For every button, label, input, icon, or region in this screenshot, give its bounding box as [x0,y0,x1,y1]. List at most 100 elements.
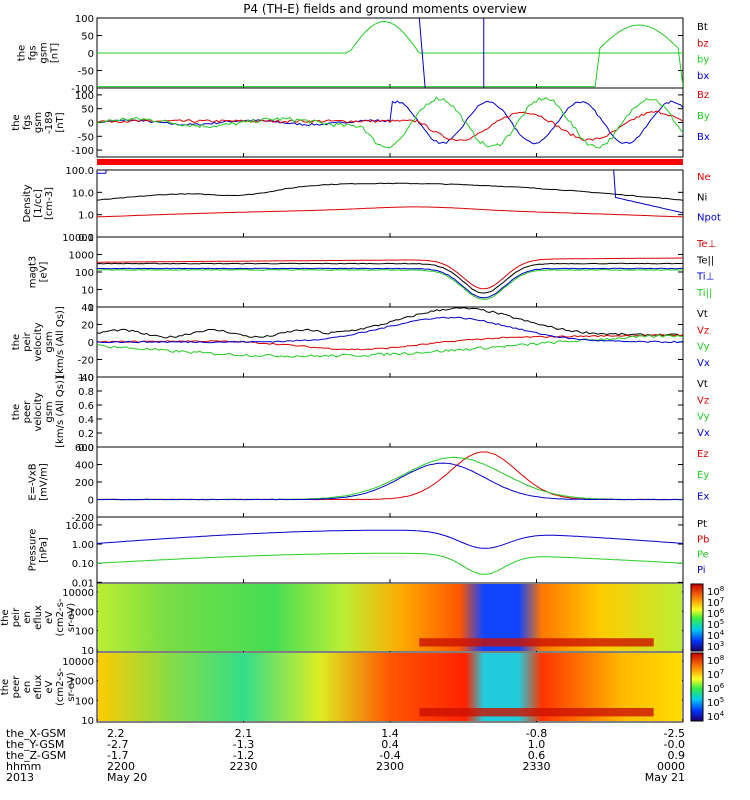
x-tick-label: May 20 [107,771,147,784]
legend-ey: Ey [697,470,709,481]
legend-bz: Bz [697,90,709,101]
x-tick-label: 2.1 [235,727,253,740]
panel-pressure-frame [96,516,684,584]
y-tick-label: -100 [71,146,94,157]
y-axis-label: sr-eV) [66,672,77,701]
y-axis-label: the [0,679,11,695]
trace-ne [97,206,683,218]
y-tick-label: 100 [75,696,94,707]
panel-peir-spec-ylabel: the peir en eflux eV (cm2-s-sr-eV) [0,598,77,636]
y-tick-label: 1000 [69,607,94,618]
legend-bz: bz [697,38,709,49]
y-tick-label: 1.0 [78,373,94,384]
legend-pt: Pt [697,519,707,530]
y-axis-label: the [11,334,22,350]
x-tick-label: 1.4 [381,727,399,740]
y-axis-label: the [11,114,22,130]
y-tick-label: 100.0 [65,166,94,177]
y-axis-label: the [0,609,11,625]
legend-vt: Vt [697,309,708,320]
y-tick-label: 0.8 [78,387,94,398]
x-tick-label: May 21 [645,771,685,784]
legend-ex: Ex [697,491,709,502]
legend-ti⊥: Ti⊥ [696,272,714,283]
colorbar-label: 105 [707,696,724,709]
quality-flag-bar [97,159,683,165]
y-tick-label: 10 [81,646,94,657]
x-tick-label: 0.4 [381,738,399,751]
panel-peir-spec-colorbar [690,583,704,652]
colorbar-label: 104 [707,710,725,723]
panel-temperature-frame [96,236,684,308]
y-tick-label: 50 [81,105,94,116]
trace-pe [97,552,683,575]
y-tick-label: 50 [81,32,94,43]
y-tick-label: -50 [78,132,94,143]
trace-tipar [97,269,683,300]
panel-fgs-dsl-ylabel: the fgs gsm -189 [nT] [11,111,66,134]
x-row-label: the_Y-GSM [6,738,64,751]
x-tick-label: -1.2 [233,749,254,762]
panel-peer-velocity-ylabel: the peer velocity gsm [km/s (All Qs)] [11,376,66,448]
x-axis-labels: the_X-GSMthe_Y-GSMthe_Z-GSMhhmm20132.2-2… [6,727,685,784]
y-tick-label: -200 [71,513,94,524]
y-tick-label: 1 [88,303,94,314]
trace-tepar [97,262,683,294]
y-axis-label: fgs [22,115,33,130]
x-tick-label: -0.8 [526,727,547,740]
y-axis-label: [km/s (All Qs)] [55,376,66,448]
panel-peer-spec-ylabel: the peer en eflux eV (cm2-s-sr-eV) [0,668,77,706]
legend-ne: Ne [697,172,711,183]
y-axis-label: (cm2-s- [55,668,66,706]
x-row-label: hhmm [6,760,41,773]
y-tick-label: 0 [88,119,94,130]
trace-vz [97,334,683,351]
y-axis-label: sr-eV) [66,603,77,632]
trace-npot [97,170,683,214]
trace-vy [97,334,683,358]
y-tick-label: 100 [75,14,94,25]
x-tick-label: 2330 [523,760,551,773]
y-axis-label: Pressure [28,529,39,572]
y-tick-label: 10000 [62,588,94,599]
legend-pe: Pe [697,550,709,561]
legend-bx: Bx [697,132,710,143]
x-tick-label: 2230 [230,760,258,773]
y-axis-label: peir [11,607,22,627]
y-axis-label: eflux [33,605,44,630]
y-tick-label: 10.00 [65,521,94,532]
y-tick-label: 0 [88,49,94,60]
x-tick-label: -0.0 [664,738,685,751]
trace-pi [97,529,683,549]
trace-bx [97,100,683,145]
y-tick-label: 0.4 [78,415,94,426]
legend-by: By [697,111,710,122]
x-tick-label: 2200 [107,760,135,773]
y-axis-label: peer [22,400,33,424]
colorbar-label: 103 [707,640,724,653]
x-tick-label: -2.5 [664,727,685,740]
trace-by [97,96,683,149]
y-tick-label: 10 [81,716,94,727]
y-tick-label: 200 [75,478,94,489]
y-tick-label: 0.6 [78,401,94,412]
y-tick-label: 600 [75,443,94,454]
legend-npot: Npot [697,213,721,224]
y-tick-label: 1.0 [78,211,94,222]
colorbar-label: 106 [707,682,725,695]
spectrogram-band [419,638,654,647]
legend-te||: Te|| [696,255,714,266]
y-axis-label: the [17,45,28,61]
y-tick-label: 100 [75,91,94,102]
x-row-label: the_X-GSM [6,727,66,740]
trace-tiperp [97,267,683,299]
y-tick-label: 10000 [62,233,94,244]
legend-by: by [697,55,709,66]
y-tick-label: -100 [71,84,94,95]
trace-ex [97,462,683,501]
legend-vt: Vt [697,379,708,390]
y-axis-label: [nPa] [39,537,50,563]
y-axis-label: gsm [39,42,50,63]
y-tick-label: 1000 [69,677,94,688]
legend-ni: Ni [697,192,707,203]
